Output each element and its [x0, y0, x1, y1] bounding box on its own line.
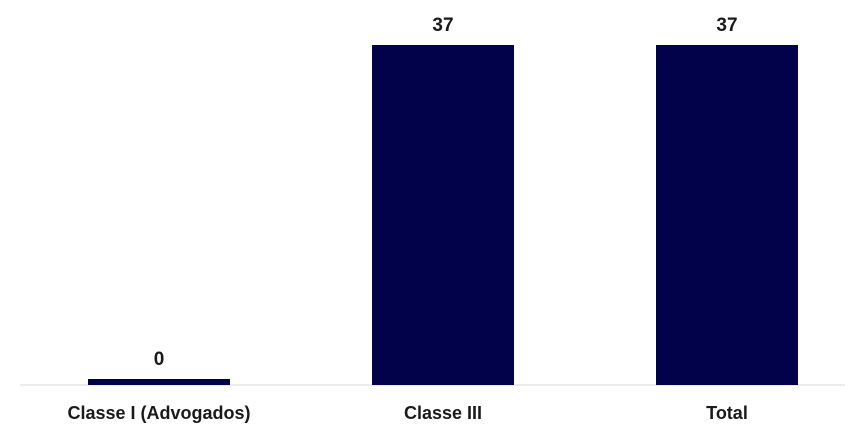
x-tick-label-0: Classe I (Advogados) — [67, 403, 250, 423]
data-label-2: 37 — [716, 15, 737, 36]
data-label-1: 37 — [432, 15, 453, 36]
bar-0 — [88, 379, 230, 385]
bar-2 — [656, 45, 798, 385]
data-labels-group: 0 37 37 — [154, 15, 738, 370]
data-label-0: 0 — [154, 349, 165, 370]
bars-group — [88, 45, 798, 385]
x-tick-label-2: Total — [706, 403, 748, 423]
x-tick-labels-group: Classe I (Advogados) Classe III Total — [67, 403, 747, 423]
x-tick-label-1: Classe III — [404, 403, 482, 423]
bar-1 — [372, 45, 514, 385]
